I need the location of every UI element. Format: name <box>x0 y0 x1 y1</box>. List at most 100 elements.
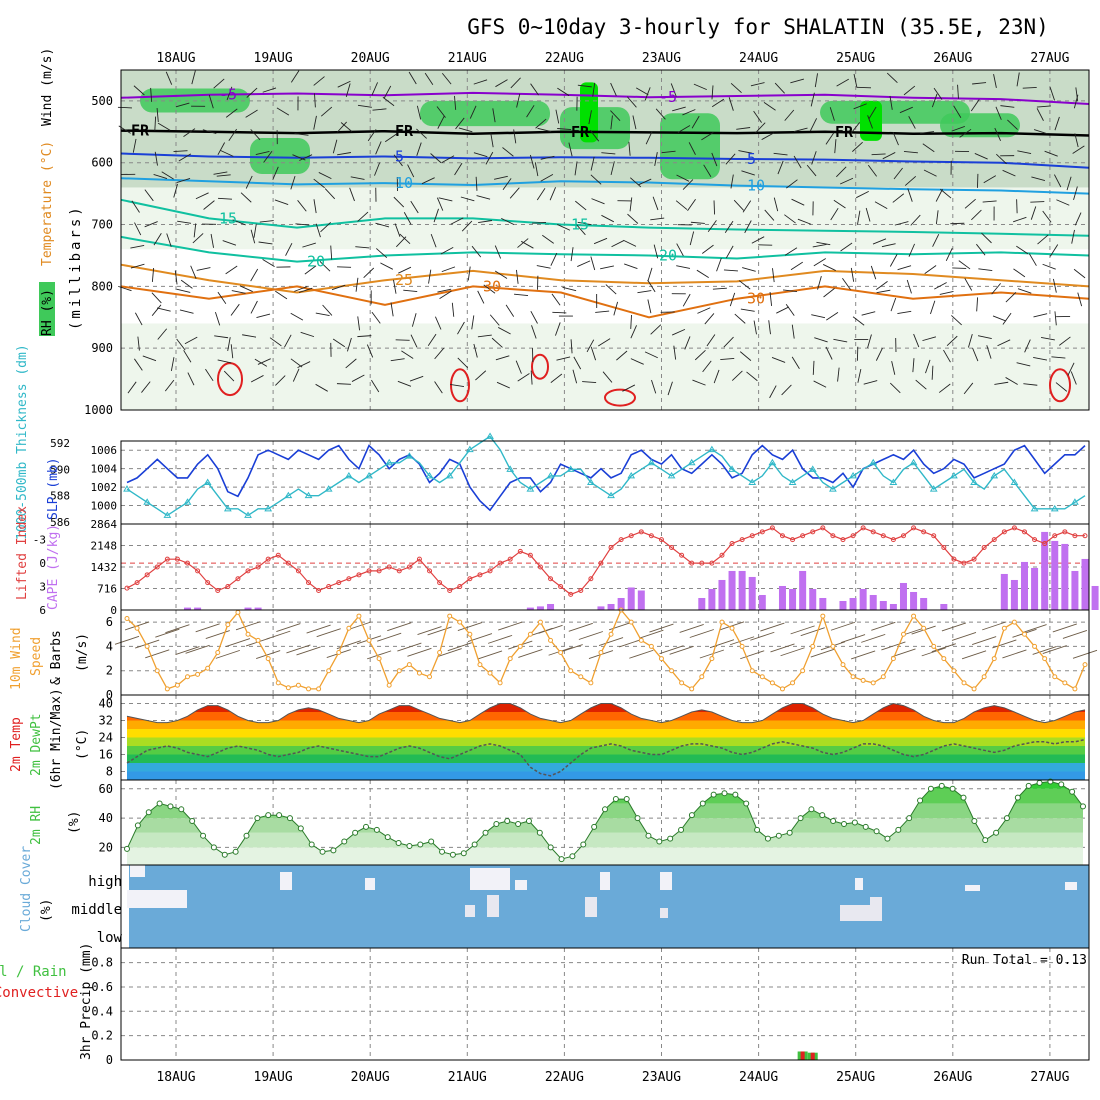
panel-frame <box>120 69 1090 411</box>
wind-barb <box>536 265 551 269</box>
wind-barb <box>868 106 877 120</box>
wind-barb <box>972 82 987 85</box>
wind-barb <box>489 314 500 326</box>
wind-barb-10m <box>256 650 281 659</box>
wind-barb <box>830 207 839 221</box>
wind-barb <box>483 284 496 294</box>
isotherm-label: 15 <box>571 216 589 234</box>
wind-barb <box>509 187 520 199</box>
wind-barb <box>577 84 592 88</box>
rh-marker <box>536 829 543 836</box>
wind-barb <box>647 279 656 293</box>
wind-barb <box>994 127 1001 142</box>
wind-barb <box>661 150 676 154</box>
pressure-tick-label: 500 <box>91 94 113 108</box>
wind-barb <box>935 188 943 202</box>
date-label-bottom: 21AUG <box>448 1070 487 1085</box>
wind-barb <box>707 220 717 232</box>
li-marker <box>1021 529 1027 535</box>
li-marker <box>477 572 483 578</box>
wind-barb <box>242 334 257 338</box>
wind-barb <box>1022 86 1037 89</box>
rh-marker <box>645 832 652 839</box>
thickness-marker <box>445 471 454 479</box>
isotherm-35-cell <box>450 368 470 403</box>
wind-barb-10m <box>770 643 795 653</box>
wind-barb <box>430 153 442 164</box>
wind-barb <box>150 87 153 102</box>
wind-barb <box>437 115 445 129</box>
temp-band <box>127 771 1085 780</box>
wind-barb <box>436 197 444 211</box>
rh-marker <box>656 838 663 845</box>
wind-barb <box>478 220 493 223</box>
wind-barb <box>557 223 571 231</box>
wind-barb <box>408 71 417 85</box>
rh-marker <box>341 838 348 845</box>
wind-speed-marker <box>951 668 957 674</box>
li-marker <box>689 560 695 566</box>
wind-barb <box>903 85 916 96</box>
wind-barb <box>320 221 332 233</box>
wind-barb-10m <box>992 639 1017 649</box>
wind-barb <box>154 116 157 131</box>
li-marker <box>548 576 554 582</box>
wind-barb <box>157 122 171 131</box>
cape-bar <box>839 600 847 610</box>
wind-barb <box>690 221 705 224</box>
wind-barb-10m <box>1022 624 1047 634</box>
wind-barb <box>923 169 937 177</box>
wind-barb <box>239 285 253 292</box>
wind-barb <box>530 310 538 324</box>
thickness-marker <box>849 471 857 479</box>
li-marker <box>608 544 614 550</box>
rh-marker <box>775 832 782 839</box>
wind-barb <box>940 188 952 199</box>
date-label-top: 27AUG <box>1030 51 1069 66</box>
wind-barb <box>269 337 282 347</box>
wind-barb <box>876 289 891 294</box>
wind-barb <box>502 178 512 191</box>
rh-marker <box>993 829 1000 836</box>
wind-barb-10m <box>699 649 725 659</box>
wind-barb <box>790 261 803 271</box>
wind-barb <box>179 309 194 314</box>
panel-backgrounds <box>39 70 1089 410</box>
run-total-label: Run Total = 0.13 <box>962 953 1087 968</box>
wind-barb <box>931 93 938 108</box>
thickness-marker <box>526 485 535 492</box>
thickness-tick-label: 592 <box>50 437 70 450</box>
wind-barb <box>319 261 331 272</box>
wind-barb <box>744 220 752 234</box>
rh-marker <box>200 832 207 839</box>
wind-barb <box>355 277 359 292</box>
li-marker <box>265 556 271 562</box>
cloud-high-patch <box>127 890 187 908</box>
isotherm-label: -5 <box>219 86 237 104</box>
thickness-marker <box>748 478 757 485</box>
rh-marker <box>493 820 500 827</box>
wind-barb <box>568 142 573 157</box>
wind-barb <box>630 358 644 365</box>
wind-barb-10m <box>316 628 341 638</box>
wind-barb <box>834 139 837 154</box>
wind-barb <box>176 288 191 293</box>
thickness-marker <box>385 458 394 466</box>
li-marker <box>961 560 967 566</box>
wind-barb <box>575 200 587 211</box>
precip-tick-label: 0.4 <box>91 1004 113 1018</box>
date-label-top: 20AUG <box>351 51 390 66</box>
rh-moist-blob <box>660 113 720 180</box>
thickness-marker <box>163 511 172 518</box>
wind-barb <box>141 381 151 393</box>
rh-marker <box>319 848 326 855</box>
li-marker <box>578 587 584 593</box>
rh-color-bands <box>127 781 1083 865</box>
wind-barb <box>1053 174 1062 188</box>
wind-barb <box>436 106 446 118</box>
rh-marker <box>710 791 717 798</box>
wind-barb <box>250 268 259 282</box>
wind-barb <box>534 162 539 177</box>
wind-speed-marker <box>679 680 685 686</box>
wind-barb <box>1023 383 1038 386</box>
